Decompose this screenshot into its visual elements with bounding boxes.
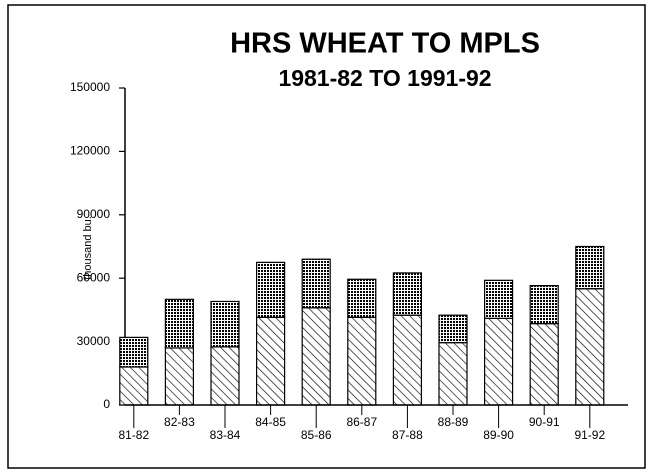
y-tick-label: 30000 — [77, 334, 111, 348]
x-tick-label: 89-90 — [483, 428, 514, 442]
x-tick-label: 82-83 — [164, 415, 195, 429]
bar-segment — [575, 245, 605, 290]
y-tick-label: 120000 — [70, 144, 110, 158]
bar-segment — [256, 261, 286, 318]
bar-segment — [119, 336, 149, 368]
x-tick-label: 90-91 — [529, 415, 560, 429]
bar-segment — [347, 316, 377, 406]
chart-subtitle: 1981-82 TO 1991-92 — [278, 65, 491, 91]
x-tick-label: 87-88 — [392, 428, 423, 442]
chart-title: HRS WHEAT TO MPLS — [230, 28, 540, 60]
y-tick-label: 0 — [103, 397, 110, 411]
x-tick-label: 88-89 — [438, 415, 469, 429]
x-tick-label: 86-87 — [346, 415, 377, 429]
bar-segment — [347, 278, 377, 318]
bar-segment — [119, 366, 149, 406]
x-tick-label: 85-86 — [301, 428, 332, 442]
bar-segment — [164, 347, 194, 406]
bar-segment — [256, 316, 286, 406]
y-tick-label: 90000 — [77, 207, 111, 221]
frame — [7, 4, 646, 469]
bar-segment — [438, 342, 468, 406]
bar-segment — [438, 314, 468, 344]
bar-segment — [210, 300, 240, 348]
y-tick-label: 60000 — [77, 270, 111, 284]
bar-segment — [529, 323, 559, 406]
x-tick-label: 81-82 — [118, 428, 149, 442]
bar-segment — [164, 298, 194, 349]
y-axis-label: thousand bu. — [82, 216, 94, 280]
bar-segment — [529, 284, 559, 325]
bar-segment — [392, 272, 422, 316]
y-tick-label: 150000 — [70, 80, 110, 94]
bar-segment — [484, 279, 514, 319]
x-tick-label: 91-92 — [574, 428, 605, 442]
bar-segment — [392, 314, 422, 406]
bar-segment — [301, 307, 331, 406]
x-tick-label: 83-84 — [210, 428, 241, 442]
bar-segment — [301, 258, 331, 309]
bar-segment — [484, 317, 514, 406]
bar-segment — [575, 288, 605, 406]
x-tick-label: 84-85 — [255, 415, 286, 429]
bar-segment — [210, 346, 240, 406]
